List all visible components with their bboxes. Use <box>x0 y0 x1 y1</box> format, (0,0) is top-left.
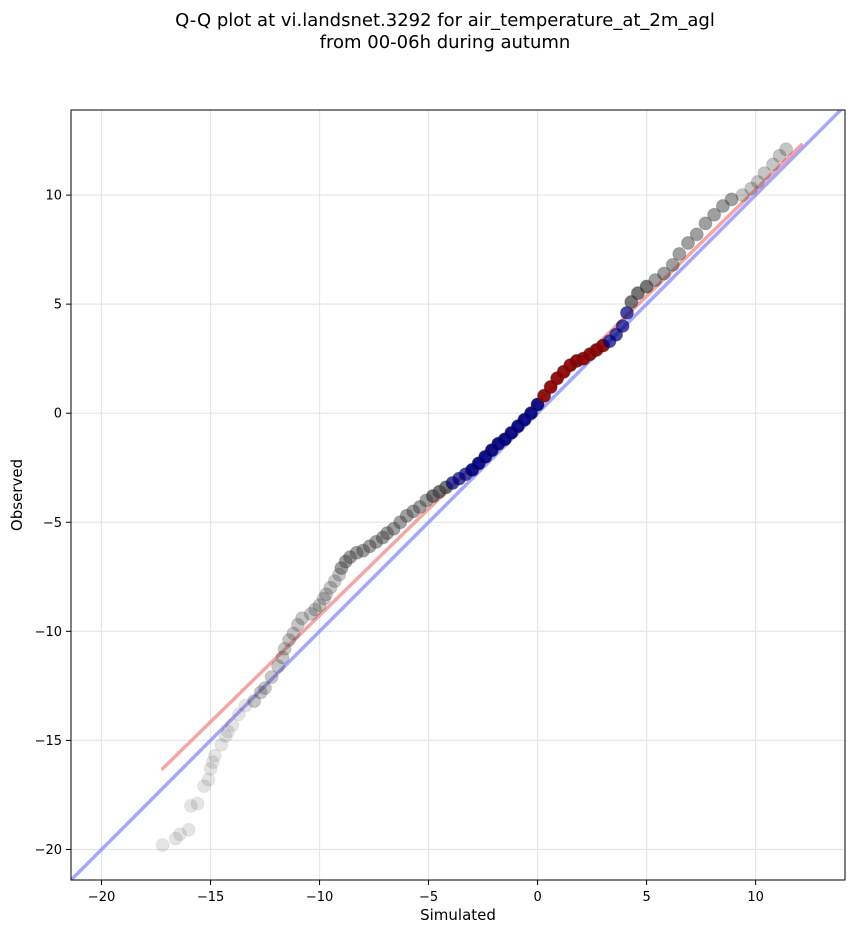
quantile-point <box>757 166 772 181</box>
quantile-point <box>689 227 704 242</box>
x-tick-label: −5 <box>419 890 438 905</box>
quantile-point <box>308 602 323 617</box>
quantile-point <box>657 266 672 281</box>
quantile-point <box>205 755 220 770</box>
quantile-points <box>155 142 794 853</box>
y-tick-label: −5 <box>43 516 62 531</box>
quantile-point <box>214 737 229 752</box>
quantile-point <box>253 685 268 700</box>
quantile-point <box>183 798 198 813</box>
quantile-point <box>615 318 630 333</box>
quantile-point <box>295 611 310 626</box>
quantile-point <box>735 188 750 203</box>
quantile-point <box>750 174 765 189</box>
quantile-point <box>201 772 216 787</box>
quantile-point <box>196 779 211 794</box>
quantile-point <box>724 192 739 207</box>
x-tick-label: 10 <box>747 890 764 905</box>
quantile-point <box>271 659 286 674</box>
quantile-point <box>286 626 301 641</box>
quantile-point <box>203 761 218 776</box>
quantile-point <box>766 157 781 172</box>
quantile-point <box>772 148 787 163</box>
x-tick-label: 5 <box>642 890 650 905</box>
quantile-point <box>282 633 297 648</box>
quantile-point <box>290 617 305 632</box>
quantile-point <box>319 587 334 602</box>
chart-title-line-1: Q-Q plot at vi.landsnet.3292 for air_tem… <box>175 10 715 31</box>
quantile-point <box>264 670 279 685</box>
quantile-point <box>316 591 331 606</box>
y-tick-label: −20 <box>35 843 62 858</box>
x-tick-label: 0 <box>533 890 541 905</box>
quantile-point <box>220 724 235 739</box>
y-tick-label: −10 <box>35 625 62 640</box>
reference-lines <box>71 110 844 880</box>
y-tick-label: 0 <box>54 407 62 422</box>
quantile-point <box>707 207 722 222</box>
quantile-point <box>698 216 713 231</box>
quantile-point <box>277 641 292 656</box>
quantile-point <box>312 598 327 613</box>
quantile-point <box>155 838 170 853</box>
quantile-point <box>323 580 338 595</box>
y-tick-label: 10 <box>45 189 62 204</box>
quantile-point <box>681 236 696 251</box>
quantile-point <box>672 246 687 261</box>
grid <box>71 110 845 880</box>
quantile-point <box>207 748 222 763</box>
chart-title-line-2: from 00-06h during autumn <box>320 32 571 53</box>
quantile-point <box>238 698 253 713</box>
quantile-point <box>258 681 273 696</box>
quantile-point <box>231 707 246 722</box>
quantile-point <box>190 796 205 811</box>
quantile-point <box>303 606 318 621</box>
quantile-point <box>173 827 188 842</box>
quantile-point <box>225 718 240 733</box>
quantile-point <box>744 181 759 196</box>
y-tick-label: −15 <box>35 734 62 749</box>
identity-line <box>71 110 844 880</box>
quantile-point <box>247 694 262 709</box>
quantile-point <box>665 257 680 272</box>
axis-ticks: −20 −15 −10 −5 0 5 10 −20 −15 −10 −5 0 5 10 <box>35 189 764 905</box>
y-tick-label: 5 <box>54 298 62 313</box>
plot-frame <box>70 109 846 881</box>
quantile-point <box>275 650 290 665</box>
quantile-point <box>779 142 794 157</box>
quantile-point <box>168 831 183 846</box>
quantile-point <box>327 574 342 589</box>
quantile-point <box>218 729 233 744</box>
x-tick-label: −10 <box>306 890 333 905</box>
x-axis-label: Simulated <box>420 906 496 924</box>
quantile-point <box>181 822 196 837</box>
x-tick-label: −15 <box>197 890 224 905</box>
x-tick-label: −20 <box>88 890 115 905</box>
y-axis-label: Observed <box>8 459 26 531</box>
